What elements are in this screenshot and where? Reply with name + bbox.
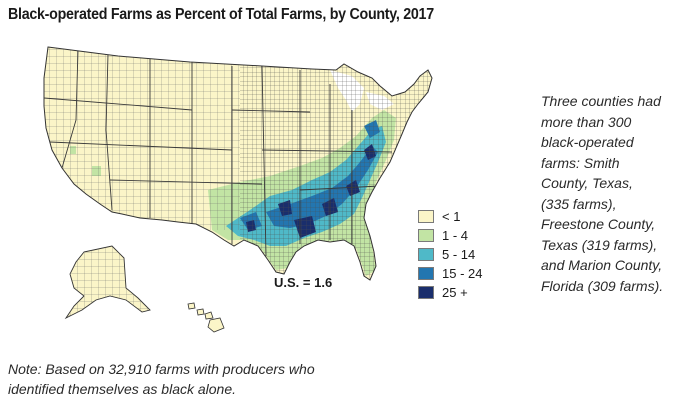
- legend-label: 15 - 24: [442, 266, 483, 281]
- legend-item: 15 - 24: [418, 264, 482, 283]
- us-average-label: U.S. = 1.6: [274, 275, 333, 290]
- side-note-line: Florida (309 farms).: [541, 277, 664, 294]
- legend-label: 1 - 4: [442, 228, 469, 243]
- side-note-line: Texas (319 farms),: [541, 236, 658, 253]
- legend-swatch: [418, 248, 434, 261]
- legend-swatch: [418, 286, 434, 299]
- legend-item: 1 - 4: [418, 226, 482, 245]
- map-title: Black-operated Farms as Percent of Total…: [8, 6, 434, 23]
- side-note: Three counties had more than 300 black-o…: [541, 91, 699, 296]
- side-note-line: Three counties had: [541, 93, 661, 109]
- legend-swatch: [418, 229, 434, 242]
- legend-swatch: [418, 210, 434, 223]
- footnote: Note: Based on 32,910 farms with produce…: [8, 359, 315, 399]
- legend-label: 25 +: [442, 285, 468, 300]
- side-note-line: Freestone County,: [541, 216, 656, 232]
- side-note-line: and Marion County,: [541, 257, 663, 273]
- side-note-line: more than 300: [541, 113, 632, 130]
- hawaii-shape: [187, 302, 225, 333]
- footnote-line: identified themselves as black alone.: [8, 381, 237, 397]
- alaska-shape: [64, 245, 151, 320]
- side-note-line: farms: Smith: [541, 154, 620, 171]
- side-note-line: black-operated: [541, 134, 634, 150]
- legend-item: 5 - 14: [418, 245, 482, 264]
- map-legend: < 1 1 - 4 5 - 14 15 - 24 25 +: [418, 207, 482, 302]
- footnote-line: Note: Based on 32,910 farms with produce…: [8, 361, 315, 377]
- legend-swatch: [418, 267, 434, 280]
- legend-label: 5 - 14: [442, 247, 476, 262]
- legend-label: < 1: [442, 209, 461, 224]
- side-note-line: (335 farms),: [541, 195, 617, 212]
- legend-item: 25 +: [418, 283, 482, 302]
- side-note-line: County, Texas,: [541, 175, 633, 191]
- legend-item: < 1: [418, 207, 482, 226]
